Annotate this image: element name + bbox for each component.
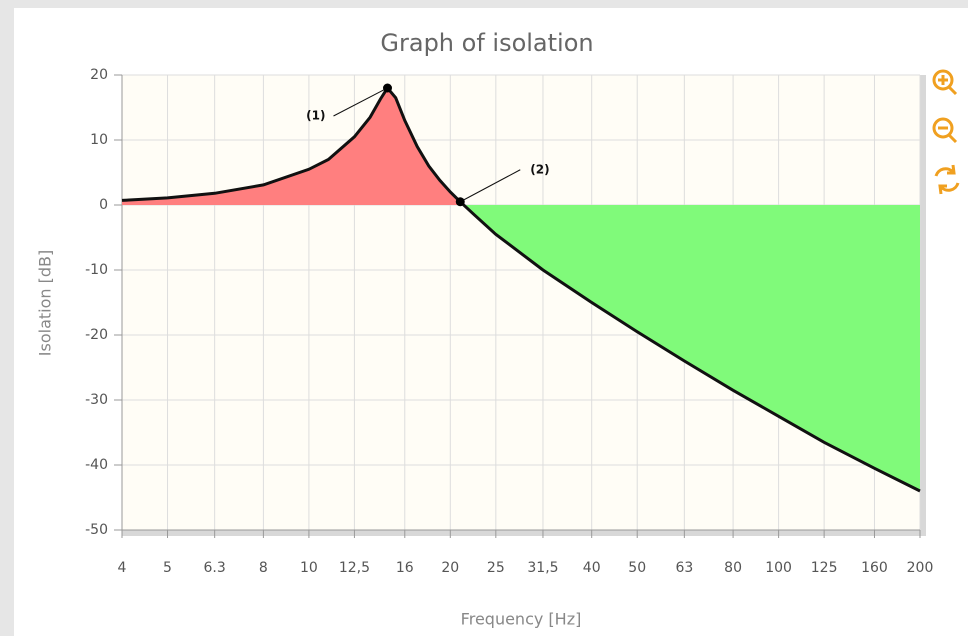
annotation-leader [460, 169, 521, 203]
negative-area [122, 205, 920, 491]
chart-title: Graph of isolation [380, 29, 593, 57]
x-tick-label: 4 [118, 560, 127, 576]
x-tick-label: 16 [396, 560, 414, 576]
y-tick-label: -40 [85, 457, 108, 473]
x-tick-label: 8 [259, 560, 268, 576]
x-tick-label: 200 [907, 560, 934, 576]
x-tick-label: 160 [861, 560, 888, 576]
y-tick-label: 20 [90, 67, 108, 83]
y-tick-label: -10 [85, 262, 108, 278]
positive-area [122, 88, 920, 205]
y-tick-label: -30 [85, 392, 108, 408]
x-tick-label: 50 [628, 560, 646, 576]
annotation-leader [333, 87, 388, 117]
x-tick-label: 40 [583, 560, 601, 576]
x-tick-label: 10 [300, 560, 318, 576]
reset-zoom[interactable] [934, 164, 960, 195]
annotation-label: (1) [306, 109, 325, 123]
zoom-out[interactable] [932, 117, 958, 144]
x-tick-label: 6.3 [204, 560, 226, 576]
annotation-point [382, 83, 392, 93]
annotation-label: (2) [530, 162, 549, 176]
x-tick-label: 12,5 [339, 560, 370, 576]
y-tick-label: 10 [90, 132, 108, 148]
x-tick-label: 5 [163, 560, 172, 576]
x-axis-label: Frequency [Hz] [461, 610, 582, 629]
x-tick-label: 80 [724, 560, 742, 576]
x-tick-label: 20 [441, 560, 459, 576]
isolation-line [121, 85, 921, 493]
x-tick-label: 125 [811, 560, 838, 576]
x-tick-label: 31,5 [527, 560, 558, 576]
x-tick-label: 25 [487, 560, 505, 576]
y-tick-label: -20 [85, 327, 108, 343]
y-axis-label: Isolation [dB] [36, 250, 55, 356]
y-tick-label: -50 [85, 522, 108, 538]
x-tick-label: 63 [675, 560, 693, 576]
zoom-in[interactable] [932, 69, 958, 96]
annotation-point [455, 197, 465, 207]
y-tick-label: 0 [99, 197, 108, 213]
x-tick-label: 100 [765, 560, 792, 576]
